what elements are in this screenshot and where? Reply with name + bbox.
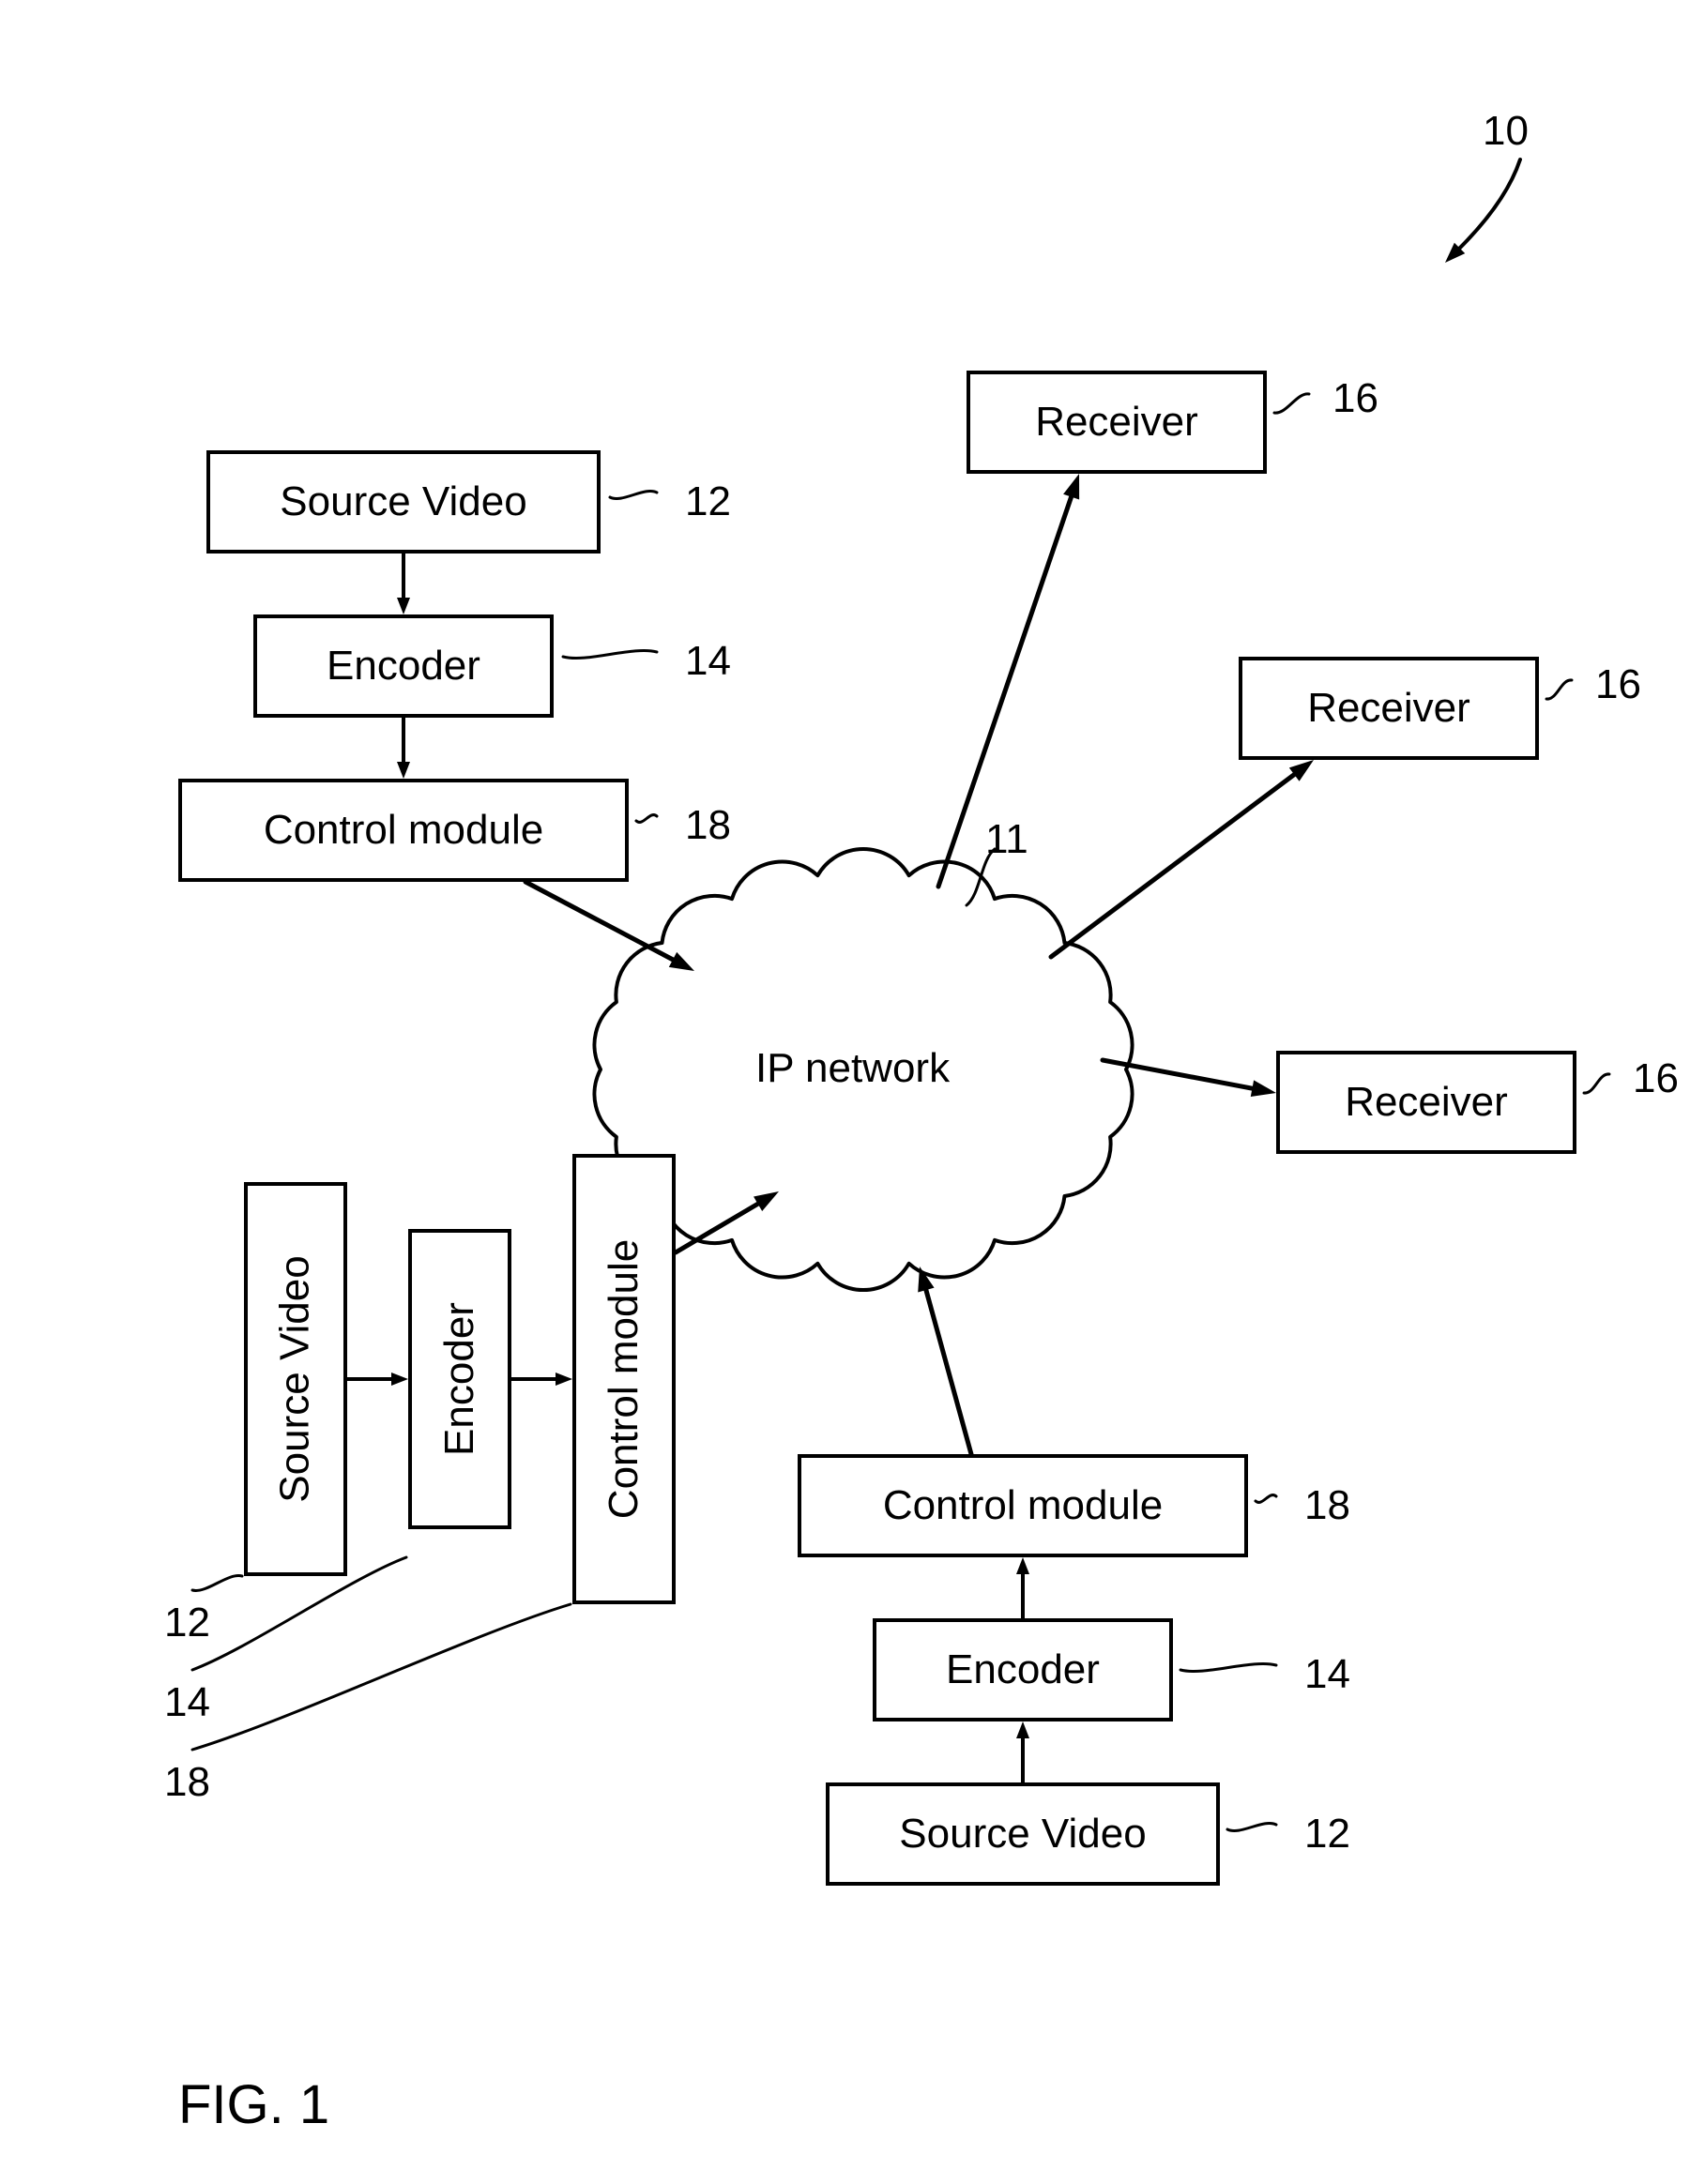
src-top-control-module-ref: 18 (685, 802, 731, 849)
src-bottom-encoder-ref: 14 (1304, 1651, 1350, 1698)
rx-1-receiver-label: Receiver (1035, 399, 1198, 446)
src-bottom-control-module-label: Control module (883, 1482, 1163, 1529)
src-left-control-module-ref: 18 (164, 1759, 210, 1806)
src-left-source-video: Source Video (244, 1182, 347, 1576)
src-top-source-video-label: Source Video (280, 478, 526, 525)
rx-2-receiver: Receiver (1239, 657, 1539, 760)
src-bottom-control-module-ref: 18 (1304, 1482, 1350, 1529)
cloud-ref: 11 (985, 816, 1028, 863)
src-top-encoder-ref: 14 (685, 638, 731, 685)
rx-3-receiver-ref: 16 (1633, 1055, 1679, 1102)
rx-3-receiver: Receiver (1276, 1051, 1576, 1154)
src-left-control-module-label: Control module (601, 1239, 647, 1519)
src-left-encoder-label: Encoder (436, 1302, 483, 1456)
src-bottom-source-video: Source Video (826, 1782, 1220, 1886)
src-left-control-module: Control module (572, 1154, 676, 1604)
src-bottom-control-module: Control module (798, 1454, 1248, 1557)
src-left-encoder: Encoder (408, 1229, 511, 1529)
src-bottom-encoder-label: Encoder (946, 1646, 1100, 1693)
rx-2-receiver-label: Receiver (1307, 685, 1470, 732)
figure-caption: FIG. 1 (178, 2073, 329, 2136)
src-top-control-module-label: Control module (264, 807, 543, 854)
diagram-stage: IP network 11 Source Video 12 Encoder 14 Contr… (0, 0, 1690, 2184)
src-left-source-video-label: Source Video (272, 1255, 319, 1502)
src-top-source-video-ref: 12 (685, 478, 731, 525)
cloud-label: IP network (755, 1045, 950, 1092)
rx-3-receiver-label: Receiver (1345, 1079, 1508, 1126)
src-bottom-source-video-ref: 12 (1304, 1811, 1350, 1858)
src-left-encoder-ref: 14 (164, 1679, 210, 1726)
rx-1-receiver: Receiver (967, 371, 1267, 474)
rx-1-receiver-ref: 16 (1332, 375, 1378, 422)
src-top-source-video: Source Video (206, 450, 601, 554)
rx-2-receiver-ref: 16 (1595, 661, 1641, 708)
src-bottom-encoder: Encoder (873, 1618, 1173, 1721)
src-bottom-source-video-label: Source Video (899, 1811, 1146, 1858)
system-ref: 10 (1483, 108, 1529, 155)
src-left-source-video-ref: 12 (164, 1600, 210, 1646)
src-top-control-module: Control module (178, 779, 629, 882)
src-top-encoder-label: Encoder (327, 643, 480, 690)
src-top-encoder: Encoder (253, 614, 554, 718)
